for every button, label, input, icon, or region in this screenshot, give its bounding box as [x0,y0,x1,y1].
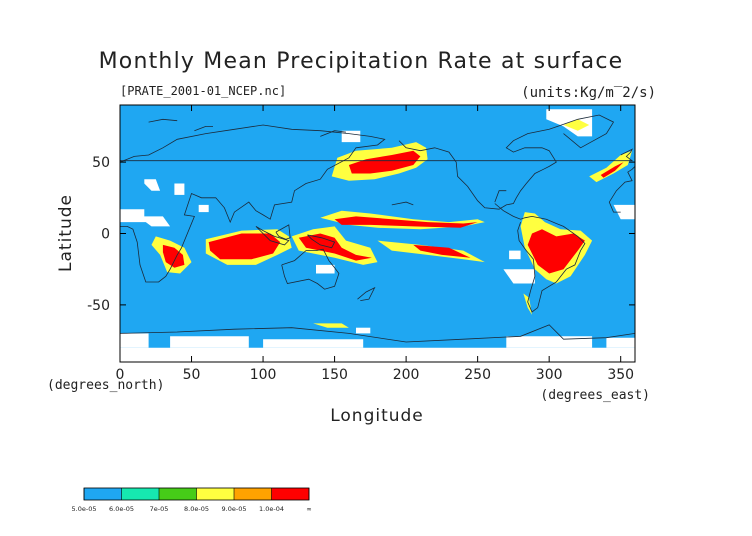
coastline [281,248,340,290]
x-axis-title: Longitude [330,406,424,426]
x-tick-label: 100 [250,367,277,383]
no-data-region [509,250,521,260]
no-data-region [356,327,371,334]
no-data-region [120,347,635,362]
x-tick-label: 200 [393,367,420,383]
coastline [320,130,347,137]
y-tick-label: 0 [101,227,110,243]
coastline [275,224,291,240]
file-label: [PRATE_2001-01_NCEP.nc] [120,84,286,98]
colorbar-swatch [159,488,197,500]
precip-region [527,229,585,274]
x-axis: 0 50 100 150 200 250 300 350 [116,105,634,383]
x-tick-label: 350 [607,367,634,383]
precip-region [313,323,349,328]
no-data-region [316,264,335,274]
colorbar-swatch [234,488,272,500]
precip-region [563,119,590,131]
coastline [120,124,386,283]
no-data-region [170,336,249,348]
coastline [307,234,336,249]
coastline [120,324,635,343]
coastline [494,203,586,313]
no-data-region [120,333,149,348]
coastline-layer [120,114,635,343]
x-tick-label: 150 [321,367,348,383]
coastline [120,148,634,162]
no-data-region [174,183,185,195]
y-axis: 50 0 -50 [87,155,635,314]
coastline [194,126,213,132]
precip-region [523,293,532,315]
no-data-region [144,179,161,191]
y-unit-label: (degrees_north) [47,378,164,393]
precip-region [298,233,372,261]
x-tick-label: 250 [464,367,491,383]
colorbar-swatch [84,488,122,500]
coastline [391,201,414,206]
colorbar: 5.0e-05 6.0e-05 7e-05 8.0e-05 9.0e-05 1.0e-04… [72,487,312,513]
colorbar-swatch [121,488,159,500]
precip-region [162,244,185,268]
precip-region [334,216,478,228]
colorbar-tick-label: 7e-05 [150,505,169,513]
no-data-region [341,130,361,143]
coastline [255,226,290,246]
x-tick-label: 0 [116,367,125,383]
coastline [357,286,376,301]
no-data-region [120,209,171,227]
x-unit-label: (degrees_east) [540,388,650,403]
colorbar-swatch [196,488,234,500]
colorbar-swatch [271,488,309,500]
x-tick-label: 50 [183,367,201,383]
colorbar-tick-label: 5.0e-05 [72,505,97,513]
precipitation-field [151,119,633,328]
no-data-region [263,339,364,348]
coastline [398,114,615,210]
no-data-layer [120,109,635,362]
no-data-region [503,269,535,284]
precip-region [589,150,633,183]
coastline [148,118,178,123]
precip-region [208,233,281,260]
coastline [608,166,635,213]
no-data-region [606,337,635,348]
x-tick-label: 300 [536,367,563,383]
colorbar-tick-label: 8.0e-05 [184,505,209,513]
units-label: (units:Kg/m‾2/s) [521,85,656,101]
precip-region [348,150,421,174]
no-data-region [198,204,209,213]
colorbar-tick-label: 9.0e-05 [222,505,247,513]
precip-region [600,162,624,178]
chart-title: Monthly Mean Precipitation Rate at surfa… [99,49,624,74]
no-data-region [506,336,593,348]
y-tick-label: -50 [87,298,110,314]
no-data-region [613,204,635,220]
coastline [494,190,507,203]
colorbar-tick-label: 1.0e-04 [259,505,284,513]
y-axis-title: Latitude [56,194,76,272]
colorbar-tick-label: ∞ [306,505,311,513]
plot-area [120,105,635,362]
colorbar-tick-label: 6.0e-05 [109,505,134,513]
y-tick-label: 50 [92,155,110,171]
precip-region [413,244,471,258]
